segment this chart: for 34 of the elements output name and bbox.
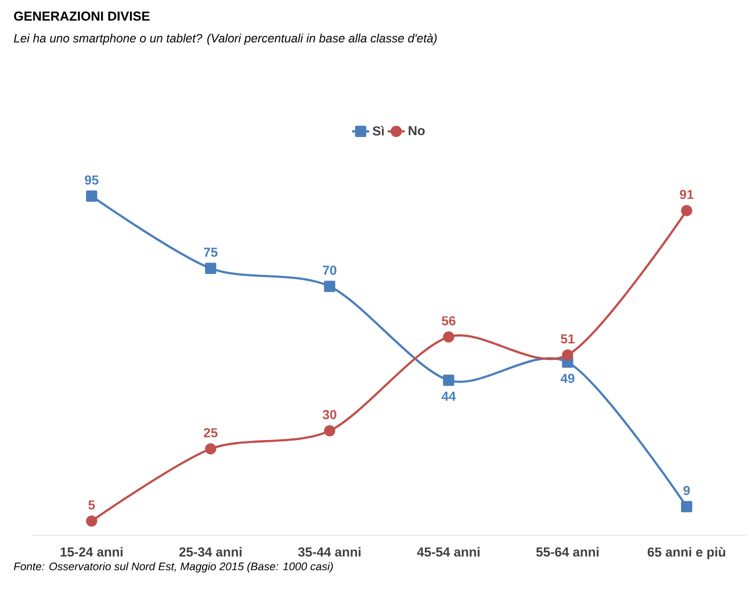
x-tick-label: 25-34 anni xyxy=(179,547,242,557)
chart-subtitle: Lei ha uno smartphone o un tablet? (Valori percentuali in base alla classe d'età) xyxy=(14,34,437,45)
legend-label: Sì xyxy=(372,126,384,136)
data-label: 30 xyxy=(322,410,336,420)
data-label: 44 xyxy=(442,392,456,401)
point xyxy=(86,190,98,202)
point xyxy=(324,280,336,292)
point xyxy=(205,443,216,454)
point xyxy=(86,515,98,527)
data-label: 25 xyxy=(204,428,218,438)
data-label: 49 xyxy=(560,374,574,383)
x-tick-label: 55-64 anni xyxy=(536,547,598,557)
data-label: 95 xyxy=(84,175,98,185)
data-label: 70 xyxy=(322,266,336,275)
data-label: 51 xyxy=(560,334,575,344)
point xyxy=(443,374,454,386)
x-tick-label: 35-44 anni xyxy=(298,547,360,557)
x-tick-label: 65 anni e più xyxy=(648,547,726,560)
chart-title: GENERAZIONI DIVISE xyxy=(14,12,150,21)
point xyxy=(443,331,454,343)
point xyxy=(205,262,216,274)
data-label: 75 xyxy=(204,248,218,257)
data-label: 5 xyxy=(88,500,95,510)
legend-label: No xyxy=(408,126,425,136)
point xyxy=(681,204,692,216)
point xyxy=(324,425,336,436)
x-tick-label: 15-24 anni xyxy=(60,547,122,557)
source-note: Fonte: Osservatorio sul Nord Est, Maggio 2015 (Base: 1000 casi) xyxy=(14,562,333,572)
data-label: 91 xyxy=(680,190,694,200)
data-label: 9 xyxy=(683,486,690,496)
point xyxy=(681,501,692,512)
x-tick-label: 45-54 anni xyxy=(417,547,480,557)
data-label: 56 xyxy=(442,316,456,326)
point xyxy=(562,349,574,361)
